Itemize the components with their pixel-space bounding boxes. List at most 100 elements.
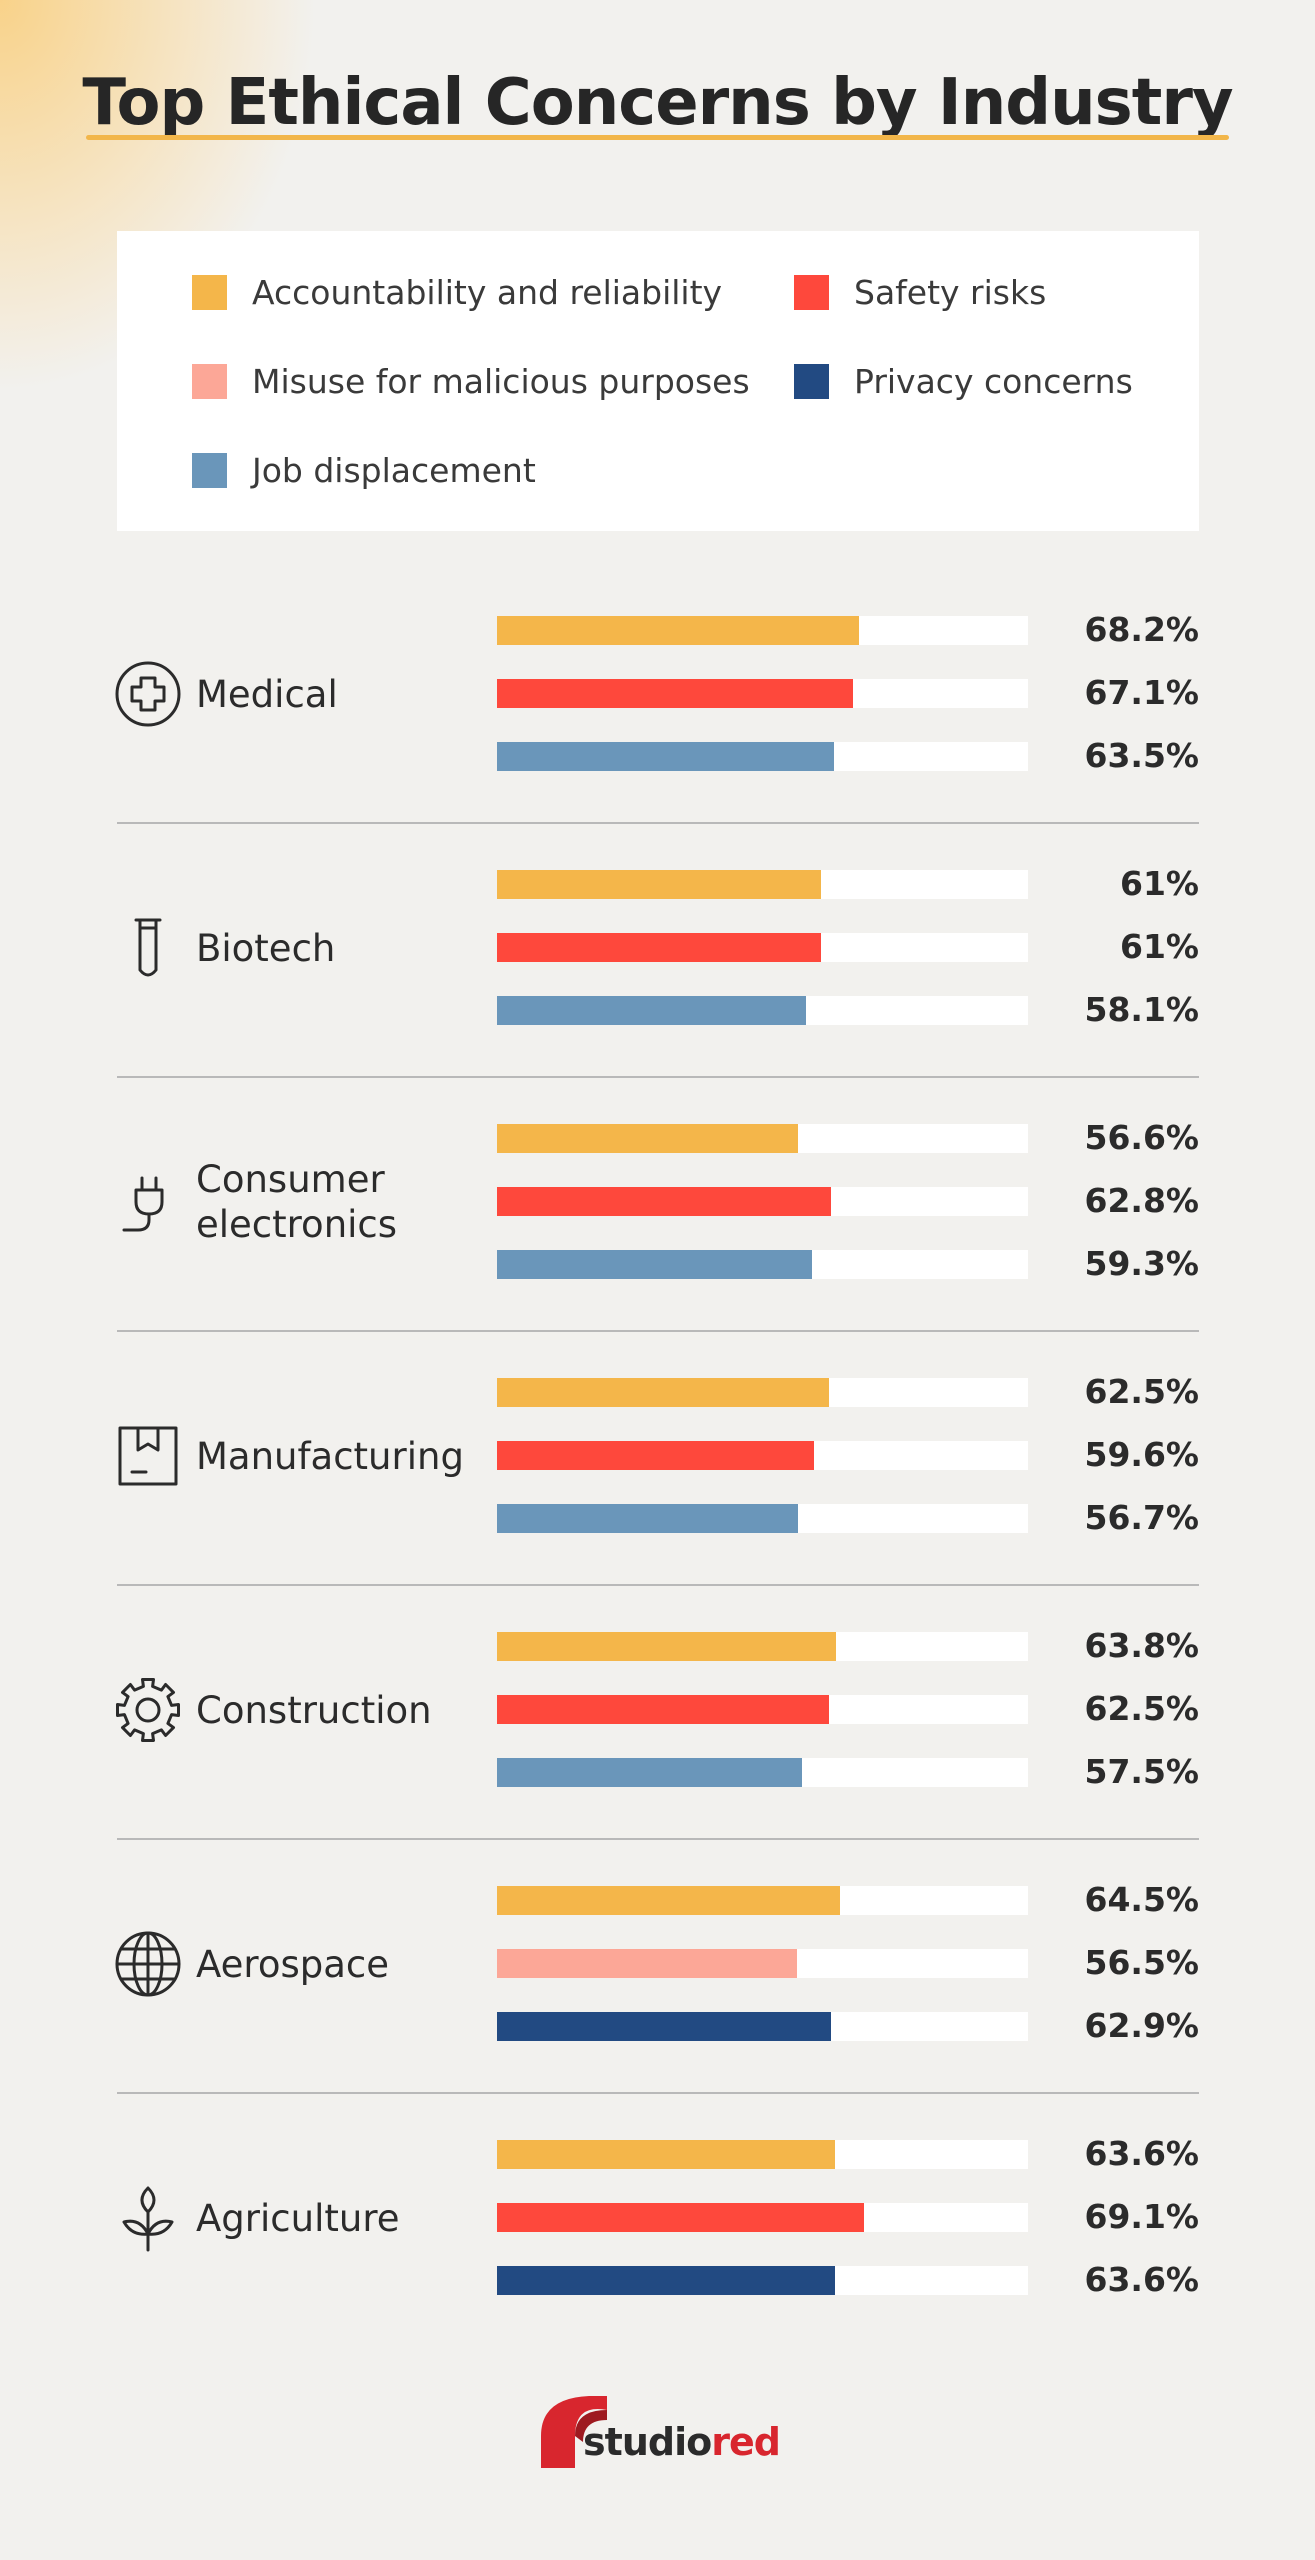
- value-label-agriculture-accountability: 63.6%: [1084, 2134, 1200, 2173]
- bar-biotech-safety: [497, 933, 821, 962]
- bar-track: [497, 1949, 1028, 1978]
- chart-title: Top Ethical Concerns by Industry: [82, 66, 1234, 146]
- bar-agriculture-accountability: [497, 2140, 835, 2169]
- brand-wordmark-part2: red: [711, 2420, 781, 2464]
- bar-track: [497, 1758, 1028, 1787]
- bar-aerospace-privacy: [497, 2012, 831, 2041]
- legend-label-job: Job displacement: [252, 451, 536, 490]
- group-biotech: Biotech 61% 61% 58.1%: [0, 834, 1315, 1088]
- value-label-consumer-electronics-safety: 62.8%: [1084, 1181, 1200, 1220]
- bar-track: [497, 2140, 1028, 2169]
- legend: Accountability and reliability Safety ris…: [117, 231, 1199, 531]
- value-label-agriculture-privacy: 63.6%: [1084, 2260, 1200, 2299]
- title-wrap: Top Ethical Concerns by Industry: [0, 66, 1315, 146]
- group-construction: Construction 63.8% 62.5% 57.5%: [0, 1596, 1315, 1850]
- group-label-consumer-electronics: Consumer electronics: [196, 1158, 398, 1246]
- medical-cross-icon: [115, 661, 181, 727]
- title-underline: [86, 135, 1229, 140]
- test-tube-icon: [134, 918, 162, 977]
- group-label-manufacturing: Manufacturing: [196, 1435, 464, 1478]
- bar-agriculture-safety: [497, 2203, 864, 2232]
- bar-track: [497, 2266, 1028, 2295]
- bar-track: [497, 1886, 1028, 1915]
- brand-footer: studiored: [0, 2390, 1315, 2472]
- legend-swatch-job: [192, 453, 227, 488]
- bar-track: [497, 2012, 1028, 2041]
- legend-label-safety: Safety risks: [854, 273, 1047, 312]
- group-agriculture: Agriculture 63.6% 69.1% 63.6%: [0, 2104, 1315, 2358]
- legend-item-privacy: Privacy concerns: [794, 362, 1133, 401]
- bar-consumer-electronics-job: [497, 1250, 812, 1279]
- legend-swatch-misuse: [192, 364, 227, 399]
- legend-item-misuse: Misuse for malicious purposes: [192, 362, 750, 401]
- group-label-biotech: Biotech: [196, 927, 336, 970]
- value-label-aerospace-accountability: 64.5%: [1084, 1880, 1200, 1919]
- value-label-aerospace-privacy: 62.9%: [1084, 2006, 1200, 2045]
- bar-aerospace-accountability: [497, 1886, 840, 1915]
- group-divider: [117, 1838, 1199, 1840]
- group-label-aerospace: Aerospace: [196, 1943, 390, 1986]
- bar-medical-safety: [497, 679, 854, 708]
- bar-track: [497, 1124, 1028, 1153]
- value-label-manufacturing-accountability: 62.5%: [1084, 1372, 1200, 1411]
- bar-track: [497, 1695, 1028, 1724]
- gear-icon: [116, 1678, 180, 1742]
- plant-icon: [122, 2186, 174, 2252]
- bar-track: [497, 2203, 1028, 2232]
- legend-item-job: Job displacement: [192, 451, 536, 490]
- group-consumer-electronics: Consumer electronics 56.6% 62.8% 59.3%: [0, 1088, 1315, 1342]
- bar-biotech-accountability: [497, 870, 821, 899]
- bar-track: [497, 870, 1028, 899]
- legend-swatch-accountability: [192, 275, 227, 310]
- globe-icon: [115, 1931, 181, 1997]
- bar-track: [497, 933, 1028, 962]
- group-divider: [117, 2092, 1199, 2094]
- group-divider: [117, 1330, 1199, 1332]
- brand-wordmark: studiored: [583, 2420, 781, 2464]
- legend-label-misuse: Misuse for malicious purposes: [252, 362, 750, 401]
- bar-track: [497, 1441, 1028, 1470]
- legend-label-privacy: Privacy concerns: [854, 362, 1133, 401]
- value-label-medical-accountability: 68.2%: [1084, 610, 1200, 649]
- group-label-agriculture: Agriculture: [196, 2197, 400, 2240]
- group-aerospace: Aerospace 64.5% 56.5% 62.9%: [0, 1850, 1315, 2104]
- bar-agriculture-privacy: [497, 2266, 835, 2295]
- bar-construction-accountability: [497, 1632, 836, 1661]
- value-label-consumer-electronics-job: 59.3%: [1084, 1244, 1200, 1283]
- bar-construction-safety: [497, 1695, 829, 1724]
- value-label-aerospace-misuse: 56.5%: [1084, 1943, 1200, 1982]
- package-icon: [118, 1426, 178, 1486]
- value-label-manufacturing-safety: 59.6%: [1084, 1435, 1200, 1474]
- bar-consumer-electronics-accountability: [497, 1124, 798, 1153]
- bar-medical-accountability: [497, 616, 860, 645]
- legend-item-safety: Safety risks: [794, 273, 1046, 312]
- bar-track: [497, 1187, 1028, 1216]
- value-label-biotech-accountability: 61%: [1120, 864, 1199, 903]
- chart-title-text: Top Ethical Concerns by Industry: [82, 66, 1233, 140]
- legend-swatch-safety: [794, 275, 829, 310]
- bar-biotech-job: [497, 996, 806, 1025]
- value-label-consumer-electronics-accountability: 56.6%: [1084, 1118, 1200, 1157]
- group-label-medical: Medical: [196, 673, 338, 716]
- legend-label-accountability: Accountability and reliability: [252, 273, 723, 312]
- bar-track: [497, 1378, 1028, 1407]
- bar-track: [497, 742, 1028, 771]
- group-divider: [117, 822, 1199, 824]
- bar-aerospace-misuse: [497, 1949, 797, 1978]
- bar-track: [497, 1250, 1028, 1279]
- bar-track: [497, 1632, 1028, 1661]
- value-label-biotech-job: 58.1%: [1084, 990, 1200, 1029]
- bar-consumer-electronics-safety: [497, 1187, 831, 1216]
- value-label-agriculture-safety: 69.1%: [1084, 2197, 1200, 2236]
- bar-medical-job: [497, 742, 835, 771]
- group-divider: [117, 1076, 1199, 1078]
- value-label-construction-accountability: 63.8%: [1084, 1626, 1200, 1665]
- value-label-construction-job: 57.5%: [1084, 1752, 1200, 1791]
- bar-manufacturing-safety: [497, 1441, 814, 1470]
- value-label-manufacturing-job: 56.7%: [1084, 1498, 1200, 1537]
- bar-track: [497, 1504, 1028, 1533]
- bar-manufacturing-accountability: [497, 1378, 829, 1407]
- plug-icon: [122, 1176, 164, 1232]
- group-medical: Medical 68.2% 67.1% 63.5%: [0, 580, 1315, 834]
- bar-construction-job: [497, 1758, 803, 1787]
